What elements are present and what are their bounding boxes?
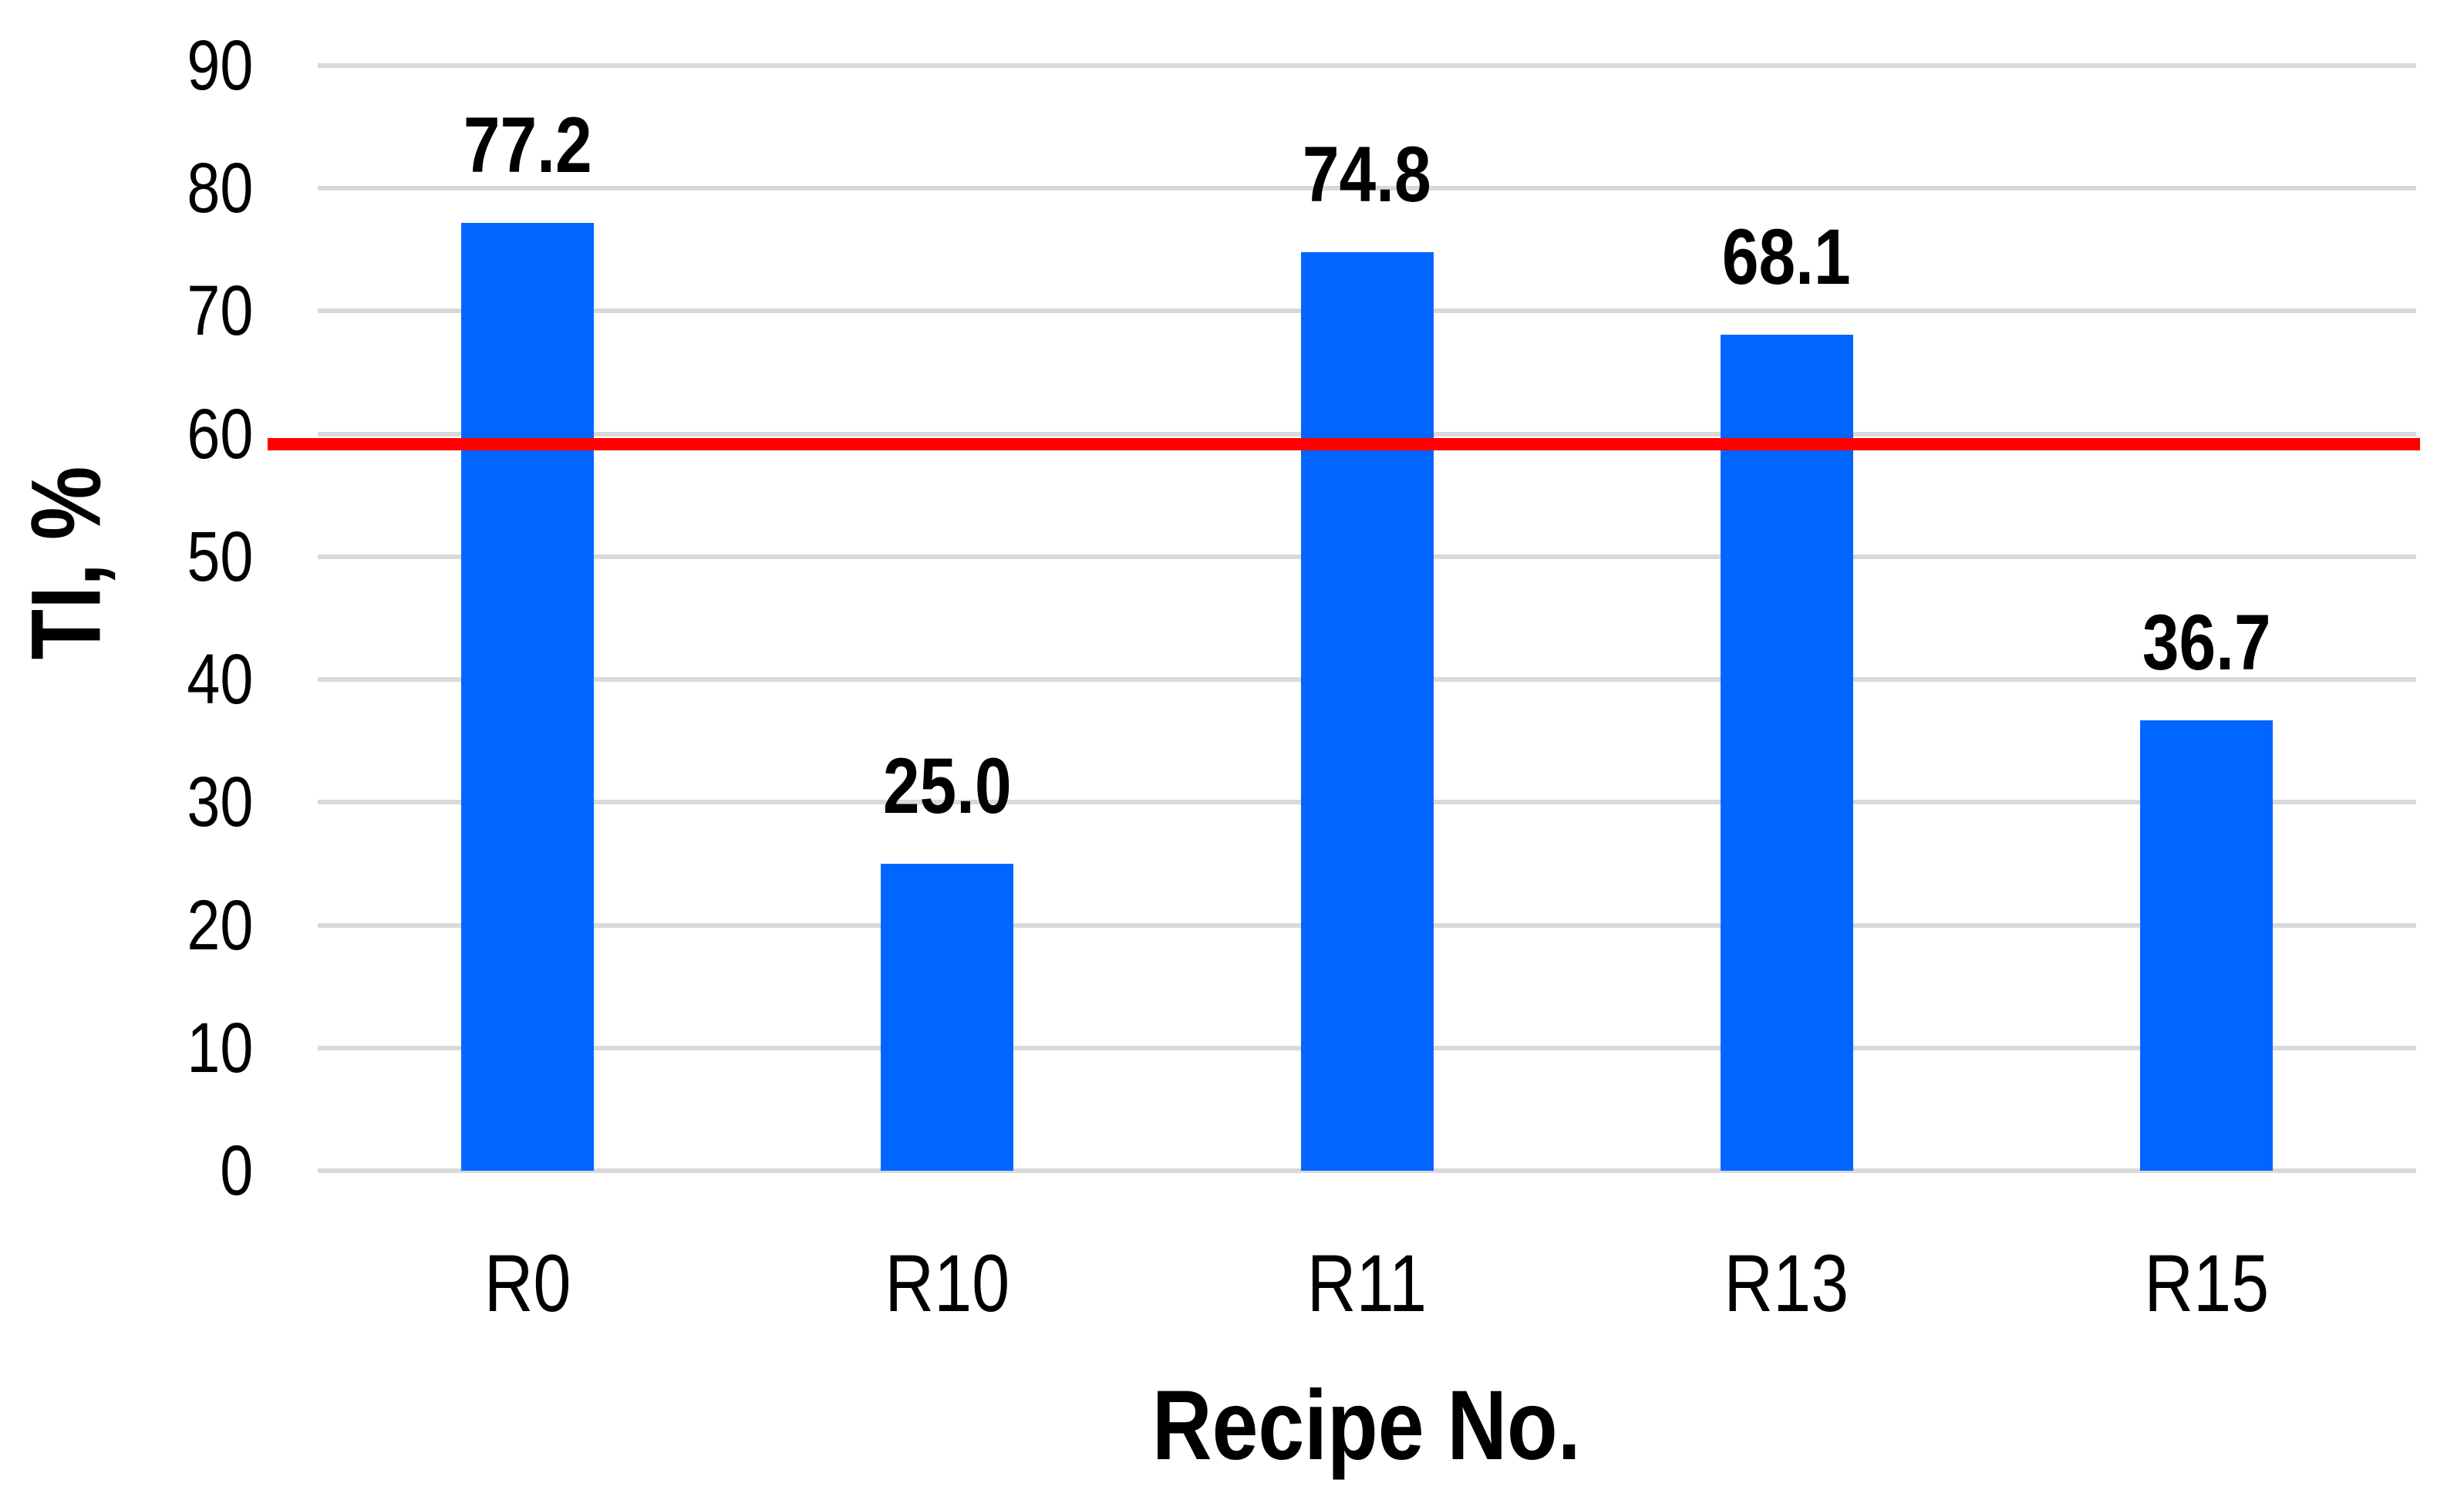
bar-R0 (461, 222, 595, 1171)
y-tick-label-0: 0 (0, 1135, 253, 1206)
data-label-text: 74.8 (1303, 130, 1431, 219)
y-tick-text: 20 (187, 885, 253, 965)
y-tick-text: 60 (187, 394, 253, 474)
y-tick-label-40: 40 (0, 644, 253, 715)
data-label-R11: 74.8 (1136, 135, 1599, 214)
x-tick-text: R10 (885, 1239, 1010, 1329)
y-tick-label-60: 60 (0, 399, 253, 470)
gridline-80 (318, 186, 2416, 191)
y-tick-text: 0 (220, 1131, 253, 1210)
x-tick-label-R10: R10 (716, 1243, 1178, 1324)
x-axis-title: Recipe No. (981, 1377, 1752, 1475)
data-label-R15: 36.7 (1975, 603, 2438, 682)
y-tick-label-10: 10 (0, 1013, 253, 1084)
gridline-0 (318, 1168, 2416, 1173)
bar-R15 (2139, 720, 2273, 1171)
x-axis-title-text: Recipe No. (1152, 1370, 1581, 1481)
y-axis-title-text: TI, % (11, 466, 121, 660)
x-tick-text: R11 (1306, 1239, 1428, 1329)
y-tick-text: 50 (187, 517, 253, 596)
threshold-line (268, 437, 2420, 450)
data-label-text: 77.2 (463, 100, 592, 189)
x-tick-label-R11: R11 (1136, 1243, 1599, 1324)
x-tick-text: R0 (484, 1239, 571, 1329)
x-tick-text: R13 (1724, 1239, 1849, 1329)
x-tick-text: R15 (2143, 1239, 2269, 1329)
y-tick-label-90: 90 (0, 30, 253, 101)
x-tick-label-R13: R13 (1556, 1243, 2018, 1324)
bar-R11 (1300, 252, 1434, 1171)
y-tick-text: 10 (187, 1008, 253, 1087)
y-tick-label-30: 30 (0, 767, 253, 838)
y-tick-label-50: 50 (0, 521, 253, 592)
data-label-R10: 25.0 (716, 747, 1178, 825)
y-tick-label-80: 80 (0, 153, 253, 224)
data-label-text: 25.0 (882, 741, 1012, 830)
bar-R13 (1720, 334, 1853, 1171)
data-label-R13: 68.1 (1556, 217, 2018, 296)
y-tick-text: 40 (187, 640, 253, 720)
y-tick-label-20: 20 (0, 890, 253, 961)
y-tick-text: 80 (187, 149, 253, 228)
data-label-R0: 77.2 (296, 106, 759, 184)
y-tick-text: 30 (187, 763, 253, 842)
y-tick-text: 70 (187, 271, 253, 351)
y-tick-text: 90 (187, 26, 253, 105)
y-axis-title: TI, % (6, 0, 126, 1126)
data-label-text: 68.1 (1722, 212, 1852, 301)
data-label-text: 36.7 (2142, 598, 2271, 686)
x-tick-label-R0: R0 (296, 1243, 759, 1324)
y-tick-label-70: 70 (0, 275, 253, 346)
gridline-90 (318, 63, 2416, 68)
x-tick-label-R15: R15 (1975, 1243, 2438, 1324)
bar-R10 (881, 863, 1014, 1171)
